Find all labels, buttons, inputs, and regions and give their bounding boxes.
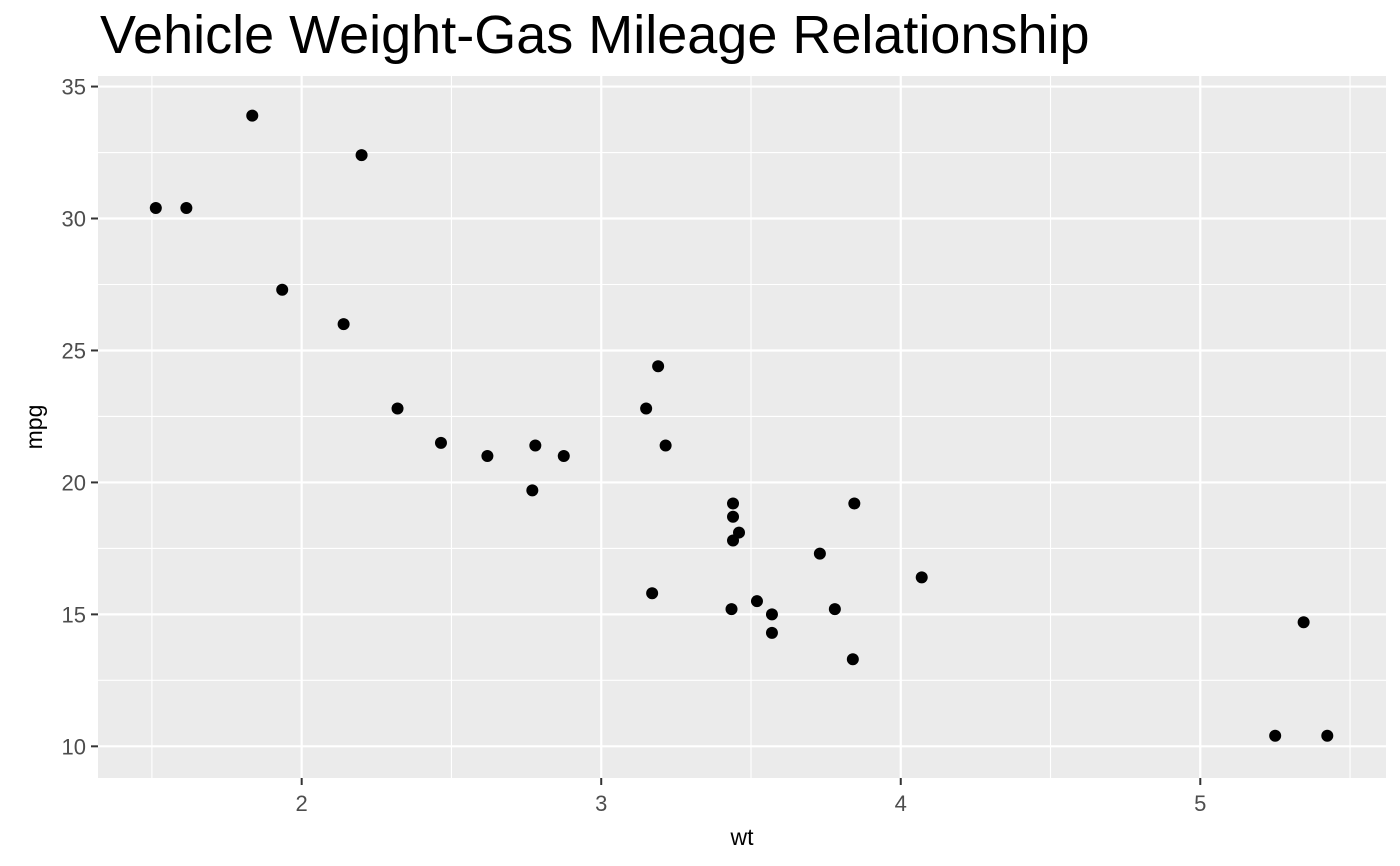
y-tick-label: 35 xyxy=(62,75,86,100)
x-axis: 2 3 4 5 xyxy=(296,778,1206,816)
y-axis-title: mpg xyxy=(21,405,47,450)
data-point xyxy=(337,318,350,331)
data-point xyxy=(557,450,570,463)
data-point xyxy=(355,149,368,162)
data-point xyxy=(727,534,740,547)
x-tick-label: 5 xyxy=(1194,791,1206,816)
data-point xyxy=(828,603,841,616)
data-point xyxy=(813,547,826,560)
data-point xyxy=(652,360,665,373)
minor-gridlines xyxy=(98,76,1386,778)
data-points xyxy=(149,109,1334,742)
y-axis: 10 15 20 25 30 35 xyxy=(62,75,98,759)
data-point xyxy=(640,402,653,415)
data-point xyxy=(1297,616,1310,629)
data-point xyxy=(246,109,259,122)
data-point xyxy=(526,484,539,497)
y-tick-label: 25 xyxy=(62,338,86,363)
data-point xyxy=(434,436,447,449)
data-point xyxy=(529,439,542,452)
data-point xyxy=(846,653,859,666)
chart-title: Vehicle Weight-Gas Mileage Relationship xyxy=(100,5,1090,65)
data-point xyxy=(765,608,778,621)
data-point xyxy=(750,595,763,608)
y-tick-label: 20 xyxy=(62,470,86,495)
y-tick-label: 15 xyxy=(62,602,86,627)
data-point xyxy=(1269,729,1282,742)
data-point xyxy=(765,626,778,639)
data-point xyxy=(915,571,928,584)
y-tick-label: 10 xyxy=(62,734,86,759)
major-gridlines xyxy=(98,76,1386,778)
data-point xyxy=(848,497,861,510)
x-tick-label: 4 xyxy=(895,791,907,816)
x-axis-title: wt xyxy=(730,824,755,850)
data-point xyxy=(180,201,193,214)
data-point xyxy=(1321,729,1334,742)
data-point xyxy=(276,283,289,296)
data-point xyxy=(481,450,494,463)
x-tick-label: 2 xyxy=(296,791,308,816)
data-point xyxy=(391,402,404,415)
data-point xyxy=(646,587,659,600)
data-point xyxy=(659,439,672,452)
data-point xyxy=(725,603,738,616)
plot-panel xyxy=(98,76,1386,778)
data-point xyxy=(149,201,162,214)
y-tick-label: 30 xyxy=(62,207,86,232)
x-tick-label: 3 xyxy=(595,791,607,816)
data-point xyxy=(727,510,740,523)
data-point xyxy=(727,497,740,510)
